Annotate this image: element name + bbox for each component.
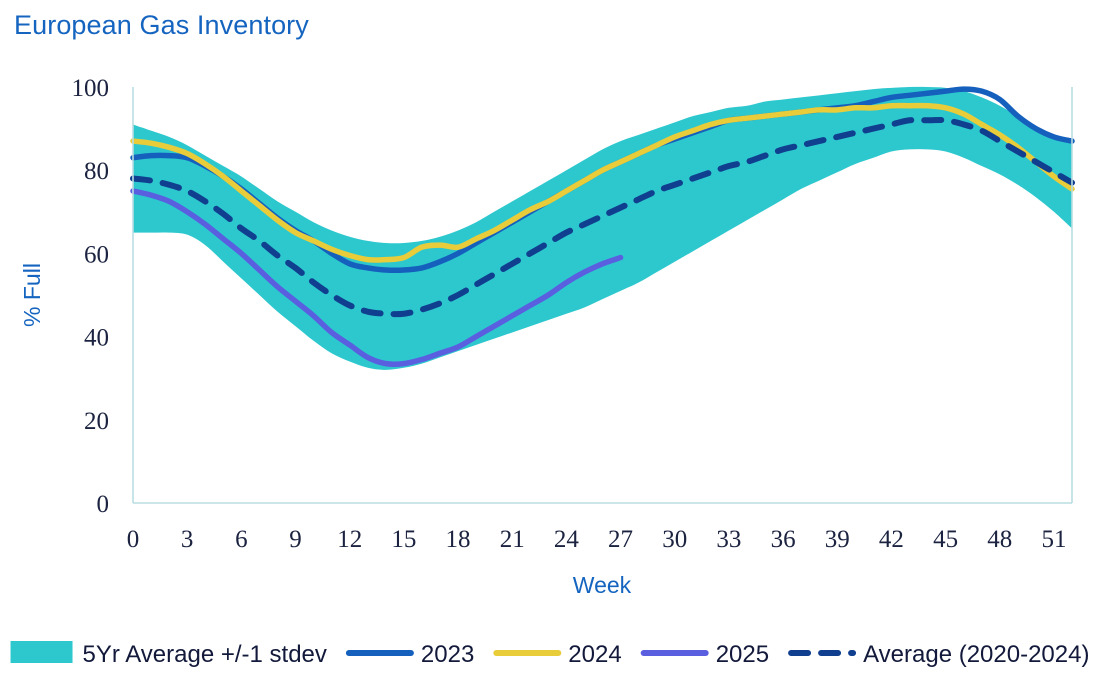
x-tick-label: 51 (1041, 526, 1066, 553)
x-tick-label: 12 (337, 526, 362, 553)
x-tick-label: 18 (446, 526, 471, 553)
y-tick-labels: 0 20 40 60 80 100 (72, 75, 110, 518)
series-line-2025 (130, 188, 624, 368)
legend-item[interactable]: 5Yr Average +/-1 stdev (10, 641, 327, 668)
series-lines (130, 86, 1075, 368)
x-tick-label: 3 (181, 526, 194, 553)
legend-item[interactable]: 2024 (493, 641, 622, 668)
chart-title: European Gas Inventory (14, 10, 309, 40)
legend-item-label: 2025 (716, 641, 769, 668)
x-tick-label: 42 (879, 526, 904, 553)
x-tick-labels: 0 3 6 9 12 15 18 21 24 27 30 33 36 39 42 45 48 51 (127, 526, 1067, 553)
x-tick-label: 45 (933, 526, 958, 553)
x-tick-label: 21 (500, 526, 525, 553)
x-tick-label: 0 (127, 526, 140, 553)
y-tick-label: 80 (84, 158, 109, 185)
y-tick-label: 40 (84, 325, 109, 352)
legend-item-label: 5Yr Average +/-1 stdev (83, 641, 327, 668)
chart-axes (132, 87, 1073, 504)
x-tick-label: 9 (289, 526, 302, 553)
stdev-band-area (133, 86, 1072, 370)
series-line-average-2020-2024 (130, 116, 1075, 318)
legend-item-label: 2023 (421, 641, 474, 668)
y-axis-title: % Full (19, 263, 45, 327)
x-tick-label: 24 (554, 526, 580, 553)
y-tick-label: 0 (97, 491, 110, 518)
y-tick-label: 60 (84, 241, 109, 268)
series-line-2024 (130, 102, 1075, 263)
x-tick-label: 27 (608, 526, 633, 553)
legend-item[interactable]: Average (2020-2024) (788, 641, 1089, 668)
y-tick-label: 20 (84, 408, 109, 435)
x-tick-label: 39 (825, 526, 850, 553)
legend-item[interactable]: 2025 (640, 641, 769, 668)
x-tick-label: 33 (716, 526, 741, 553)
legend-item-label: Average (2020-2024) (863, 641, 1089, 668)
x-axis-title: Week (573, 572, 632, 598)
x-tick-label: 15 (391, 526, 416, 553)
x-tick-label: 30 (662, 526, 687, 553)
x-tick-label: 36 (771, 526, 796, 553)
y-tick-label: 100 (72, 75, 110, 102)
legend-item-label: 2024 (568, 641, 621, 668)
legend-item[interactable]: 2023 (345, 641, 474, 668)
legend-swatch-icon (10, 641, 73, 663)
chart-legend: 5Yr Average +/-1 stdev 2023 2024 2025 Averag… (10, 641, 1089, 668)
x-tick-label: 48 (987, 526, 1012, 553)
x-tick-label: 6 (235, 526, 248, 553)
stdev-band (133, 86, 1072, 370)
